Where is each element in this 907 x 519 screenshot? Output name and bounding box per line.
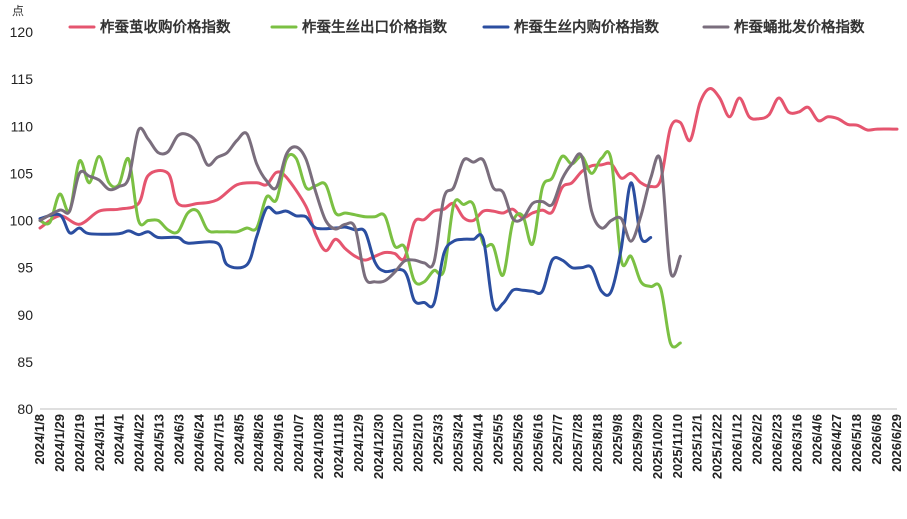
x-tick-label: 2025/9/29 bbox=[630, 414, 645, 472]
x-tick-label: 2026/3/16 bbox=[789, 414, 804, 472]
x-tick-label: 2024/12/30 bbox=[371, 414, 386, 479]
series-line-2 bbox=[38, 150, 682, 349]
x-tick-label: 2024/7/15 bbox=[211, 414, 226, 472]
x-tick-label: 2024/6/3 bbox=[172, 414, 187, 465]
x-tick-label: 2025/9/8 bbox=[610, 414, 625, 465]
series-line-3 bbox=[38, 181, 653, 312]
series-line-1 bbox=[38, 87, 899, 262]
x-tick-label: 2025/3/24 bbox=[451, 413, 466, 472]
x-tick-label: 2024/2/19 bbox=[72, 414, 87, 472]
legend: 柞蚕茧收购价格指数 柞蚕生丝出口价格指数 柞蚕生丝内购价格指数 柞蚕蛹批发价格指数 bbox=[68, 18, 865, 36]
x-tick-label: 2025/10/20 bbox=[650, 414, 665, 479]
x-tick-label: 2025/7/7 bbox=[550, 414, 565, 465]
x-tick-label: 2025/3/3 bbox=[431, 414, 446, 465]
x-tick-label: 2024/10/28 bbox=[311, 414, 326, 479]
x-tick-label: 2024/4/1 bbox=[112, 414, 127, 465]
x-tick-label: 2025/12/22 bbox=[710, 414, 725, 479]
x-tick-label: 2024/6/24 bbox=[191, 413, 206, 472]
y-tick-label: 85 bbox=[17, 354, 33, 370]
x-tick-label: 2026/4/27 bbox=[829, 414, 844, 472]
x-tick-label: 2026/5/18 bbox=[849, 414, 864, 472]
x-tick-label: 2024/4/22 bbox=[132, 414, 147, 472]
x-tick-label: 2025/5/26 bbox=[510, 414, 525, 472]
x-tick-label: 2026/4/6 bbox=[809, 414, 824, 465]
y-tick-label: 90 bbox=[17, 307, 33, 323]
x-tick-label: 2024/3/11 bbox=[92, 414, 107, 471]
x-tick-label: 2026/1/12 bbox=[730, 414, 745, 472]
x-tick-label: 2025/8/18 bbox=[590, 414, 605, 472]
y-tick-label: 95 bbox=[17, 260, 33, 276]
x-tick-label: 2024/5/13 bbox=[152, 414, 167, 472]
x-tick-label: 2025/6/16 bbox=[530, 414, 545, 472]
y-tick-label: 105 bbox=[10, 165, 34, 181]
x-tick-label: 2025/2/10 bbox=[411, 414, 426, 472]
x-tick-label: 2026/2/23 bbox=[769, 414, 784, 472]
x-tick-label: 2024/11/18 bbox=[331, 414, 346, 478]
legend-label-1: 柞蚕茧收购价格指数 bbox=[100, 18, 231, 36]
series-line-4 bbox=[38, 126, 682, 285]
y-tick-label: 110 bbox=[11, 118, 34, 134]
x-tick-label: 2026/6/8 bbox=[869, 414, 884, 465]
x-tick-label: 2025/12/1 bbox=[690, 414, 705, 472]
y-tick-label: 120 bbox=[10, 24, 34, 40]
x-axis: 2024/1/8 2024/1/29 2024/2/19 2024/3/11 2024/… bbox=[32, 408, 904, 479]
x-tick-label: 2024/1/29 bbox=[52, 414, 67, 472]
x-tick-label: 2025/1/20 bbox=[391, 414, 406, 472]
legend-label-3: 柞蚕生丝内购价格指数 bbox=[514, 18, 659, 36]
x-tick-label: 2026/6/29 bbox=[889, 414, 904, 472]
y-tick-label: 100 bbox=[10, 213, 34, 229]
y-tick-label: 80 bbox=[17, 401, 33, 417]
x-tick-label: 2024/9/16 bbox=[271, 414, 286, 472]
legend-label-4: 柞蚕蛹批发价格指数 bbox=[734, 18, 865, 36]
x-tick-label: 2025/11/10 bbox=[670, 414, 685, 478]
y-tick-label: 115 bbox=[11, 71, 34, 87]
x-tick-label: 2024/8/26 bbox=[251, 414, 266, 472]
x-tick-label: 2024/1/8 bbox=[32, 414, 47, 465]
x-tick-label: 2025/5/5 bbox=[490, 414, 505, 465]
x-tick-label: 2024/10/7 bbox=[291, 414, 306, 472]
x-tick-label: 2025/4/14 bbox=[470, 413, 485, 472]
y-axis-unit: 点 bbox=[12, 4, 24, 18]
legend-label-2: 柞蚕生丝出口价格指数 bbox=[302, 18, 447, 36]
x-tick-label: 2026/2/2 bbox=[749, 414, 764, 465]
x-tick-label: 2024/8/5 bbox=[231, 414, 246, 465]
x-tick-label: 2025/7/28 bbox=[570, 414, 585, 472]
x-tick-label: 2024/12/9 bbox=[351, 414, 366, 472]
y-axis: 80 85 90 95 100 105 110 115 120 bbox=[10, 24, 34, 417]
plot-area bbox=[38, 87, 899, 349]
